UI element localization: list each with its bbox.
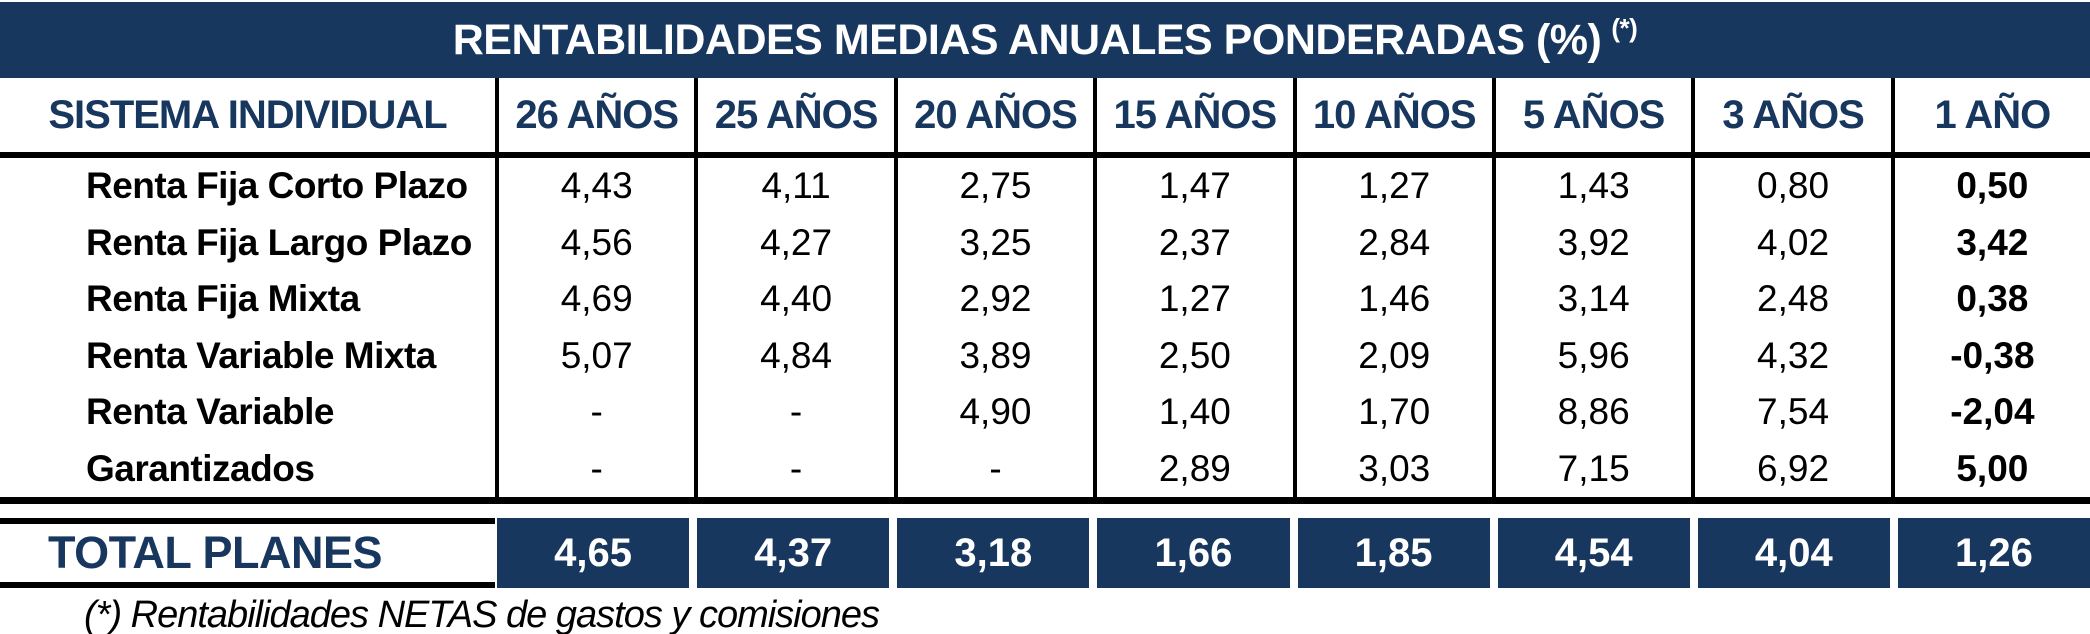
value-cell: 1,46 bbox=[1292, 271, 1492, 328]
value-cell-1-ano: 5,00 bbox=[1890, 440, 2090, 497]
value-cell: 2,89 bbox=[1093, 440, 1292, 497]
total-value-cell: 1,26 bbox=[1897, 518, 2090, 588]
total-value-cell: 4,65 bbox=[497, 518, 690, 588]
row-label: Renta Variable bbox=[86, 391, 335, 433]
total-values: 4,65 4,37 3,18 1,66 1,85 4,54 4,04 1,26 bbox=[495, 518, 2090, 588]
value-cell: 4,02 bbox=[1691, 214, 1890, 271]
value-cell: 3,92 bbox=[1491, 214, 1691, 271]
value-cell-1-ano: 0,50 bbox=[1890, 158, 2090, 215]
value-cell: 5,96 bbox=[1491, 327, 1691, 384]
value-cell: - bbox=[694, 440, 893, 497]
column-header-15-anos: 15 AÑOS bbox=[1093, 78, 1292, 152]
column-header-1-ano: 1 AÑO bbox=[1890, 78, 2090, 152]
value-cell: - bbox=[495, 384, 694, 441]
value-cell: 3,14 bbox=[1491, 271, 1691, 328]
value-cell: 1,47 bbox=[1093, 158, 1292, 215]
value-cell: 0,80 bbox=[1691, 158, 1890, 215]
value-cell: 2,75 bbox=[893, 158, 1093, 215]
total-value-cell: 4,37 bbox=[697, 518, 890, 588]
row-label: Renta Fija Mixta bbox=[86, 278, 360, 320]
value-cell: 8,86 bbox=[1491, 384, 1691, 441]
value-cell: 2,50 bbox=[1093, 327, 1292, 384]
total-label-box: TOTAL PLANES bbox=[0, 518, 495, 588]
column-header-26-anos: 26 AÑOS bbox=[495, 78, 694, 152]
footnote-marker: (*) bbox=[1611, 12, 1638, 43]
row-label: Renta Fija Corto Plazo bbox=[86, 165, 468, 207]
value-cell: - bbox=[893, 440, 1093, 497]
value-cell: 2,84 bbox=[1292, 214, 1492, 271]
column-header-20-anos: 20 AÑOS bbox=[893, 78, 1093, 152]
table-row: Garantizados - - - 2,89 3,03 7,15 6,92 5… bbox=[0, 440, 2090, 497]
table-footnote: (*) Rentabilidades NETAS de gastos y com… bbox=[84, 594, 880, 634]
table-row: Renta Fija Largo Plazo 4,56 4,27 3,25 2,… bbox=[0, 214, 2090, 271]
value-cell: 7,15 bbox=[1491, 440, 1691, 497]
value-cell: 4,69 bbox=[495, 271, 694, 328]
column-header-25-anos: 25 AÑOS bbox=[694, 78, 893, 152]
row-label: Renta Variable Mixta bbox=[86, 334, 436, 376]
column-header-5-anos: 5 AÑOS bbox=[1491, 78, 1691, 152]
table-body: Renta Fija Corto Plazo 4,43 4,11 2,75 1,… bbox=[0, 158, 2090, 497]
value-cell: 3,03 bbox=[1292, 440, 1492, 497]
value-cell: 4,40 bbox=[694, 271, 893, 328]
column-header-row: SISTEMA INDIVIDUAL 26 AÑOS 25 AÑOS 20 AÑ… bbox=[0, 78, 2090, 152]
value-cell: 7,54 bbox=[1691, 384, 1890, 441]
total-value-cell: 4,04 bbox=[1697, 518, 1890, 588]
value-cell: 4,27 bbox=[694, 214, 893, 271]
value-cell: 4,84 bbox=[694, 327, 893, 384]
value-cell: 2,37 bbox=[1093, 214, 1292, 271]
table-row: Renta Variable - - 4,90 1,40 1,70 8,86 7… bbox=[0, 384, 2090, 441]
value-cell: 4,11 bbox=[694, 158, 893, 215]
value-cell: 4,56 bbox=[495, 214, 694, 271]
value-cell-1-ano: -2,04 bbox=[1890, 384, 2090, 441]
total-value-cell: 3,18 bbox=[897, 518, 1090, 588]
table-title-bar: RENTABILIDADES MEDIAS ANUALES PONDERADAS… bbox=[0, 2, 2090, 78]
value-cell: - bbox=[495, 440, 694, 497]
column-header-10-anos: 10 AÑOS bbox=[1292, 78, 1492, 152]
value-cell: 1,43 bbox=[1491, 158, 1691, 215]
value-cell: 2,09 bbox=[1292, 327, 1492, 384]
total-value-cell: 1,85 bbox=[1297, 518, 1490, 588]
row-label: Garantizados bbox=[86, 447, 315, 489]
table-row: Renta Fija Corto Plazo 4,43 4,11 2,75 1,… bbox=[0, 158, 2090, 215]
column-header-sistema-individual: SISTEMA INDIVIDUAL bbox=[48, 92, 447, 137]
value-cell: 1,27 bbox=[1093, 271, 1292, 328]
total-value-cell: 4,54 bbox=[1497, 518, 1690, 588]
column-header-3-anos: 3 AÑOS bbox=[1691, 78, 1890, 152]
value-cell: 5,07 bbox=[495, 327, 694, 384]
table-title: RENTABILIDADES MEDIAS ANUALES PONDERADAS… bbox=[452, 15, 1602, 64]
value-cell: 3,25 bbox=[893, 214, 1093, 271]
value-cell: 4,90 bbox=[893, 384, 1093, 441]
value-cell: 4,32 bbox=[1691, 327, 1890, 384]
body-bottom-line bbox=[0, 497, 2090, 504]
value-cell: 6,92 bbox=[1691, 440, 1890, 497]
total-value-cell: 1,66 bbox=[1097, 518, 1290, 588]
value-cell: 3,89 bbox=[893, 327, 1093, 384]
value-cell: 2,48 bbox=[1691, 271, 1890, 328]
row-label: Renta Fija Largo Plazo bbox=[86, 221, 472, 263]
value-cell-1-ano: -0,38 bbox=[1890, 327, 2090, 384]
value-cell-1-ano: 3,42 bbox=[1890, 214, 2090, 271]
value-cell: 1,40 bbox=[1093, 384, 1292, 441]
value-cell: 2,92 bbox=[893, 271, 1093, 328]
value-cell: 1,27 bbox=[1292, 158, 1492, 215]
header-divider-line bbox=[0, 152, 2090, 158]
value-cell-1-ano: 0,38 bbox=[1890, 271, 2090, 328]
value-cell: 1,70 bbox=[1292, 384, 1492, 441]
table-row: Renta Variable Mixta 5,07 4,84 3,89 2,50… bbox=[0, 327, 2090, 384]
value-cell: - bbox=[694, 384, 893, 441]
total-label: TOTAL PLANES bbox=[48, 527, 383, 578]
total-row: TOTAL PLANES 4,65 4,37 3,18 1,66 1,85 4,… bbox=[0, 518, 2090, 588]
value-cell: 4,43 bbox=[495, 158, 694, 215]
table-row: Renta Fija Mixta 4,69 4,40 2,92 1,27 1,4… bbox=[0, 271, 2090, 328]
